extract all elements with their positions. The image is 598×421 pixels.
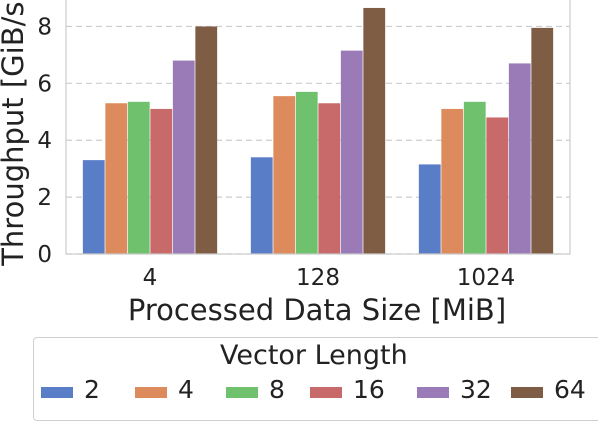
x-axis-label: Processed Data Size [MiB] xyxy=(128,293,506,327)
bar-64-at-1024 xyxy=(531,27,554,254)
legend-swatch xyxy=(226,387,258,398)
y-axis-label: Throughput [GiB/s] xyxy=(0,0,30,267)
legend-label: 32 xyxy=(460,375,492,404)
legend-label: 4 xyxy=(178,375,194,404)
bar-2-at-4 xyxy=(82,160,105,254)
throughput-bar-chart: 0 2 4 6 8 4 128 1024 Throughput [GiB/s] Proces… xyxy=(0,0,571,327)
bar-8-at-4 xyxy=(127,101,150,254)
y-tick-label: 4 xyxy=(37,128,52,154)
legend-label: 16 xyxy=(353,375,385,404)
y-tick-label: 8 xyxy=(37,14,52,40)
bars xyxy=(82,7,554,255)
bar-32-at-128 xyxy=(340,50,363,254)
bar-32-at-1024 xyxy=(508,63,531,254)
x-tick-label: 4 xyxy=(143,265,158,291)
y-tick-label: 2 xyxy=(37,185,52,211)
x-tick-labels: 4 128 1024 xyxy=(143,265,516,291)
bar-16-at-1024 xyxy=(486,117,509,254)
legend-title: Vector Length xyxy=(220,340,408,371)
bar-8-at-128 xyxy=(295,91,318,254)
legend-label: 2 xyxy=(84,375,100,404)
y-tick-labels: 0 2 4 6 8 xyxy=(37,14,52,268)
bar-32-at-4 xyxy=(172,60,195,255)
bar-64-at-4 xyxy=(195,26,218,255)
legend-label: 8 xyxy=(269,375,285,404)
bar-64-at-128 xyxy=(363,7,386,255)
legend-swatch xyxy=(41,387,73,398)
y-tick-label: 6 xyxy=(37,71,52,97)
bar-8-at-1024 xyxy=(463,101,486,254)
x-tick-label: 128 xyxy=(296,265,340,291)
legend-swatch xyxy=(135,387,167,398)
plot-area-frame xyxy=(65,0,571,255)
legend-label: 64 xyxy=(554,375,586,404)
bar-2-at-1024 xyxy=(418,164,441,254)
legend-swatch xyxy=(310,387,342,398)
legend-swatch xyxy=(417,387,449,398)
legend xyxy=(33,337,598,421)
bar-4-at-4 xyxy=(105,103,128,254)
bar-2-at-128 xyxy=(250,157,273,254)
bar-4-at-128 xyxy=(273,96,296,254)
x-tick-label: 1024 xyxy=(457,265,516,291)
bar-4-at-1024 xyxy=(441,108,464,254)
legend-swatch xyxy=(511,387,543,398)
y-tick-label: 0 xyxy=(37,242,52,268)
bar-16-at-4 xyxy=(150,108,173,254)
bar-16-at-128 xyxy=(318,103,341,254)
